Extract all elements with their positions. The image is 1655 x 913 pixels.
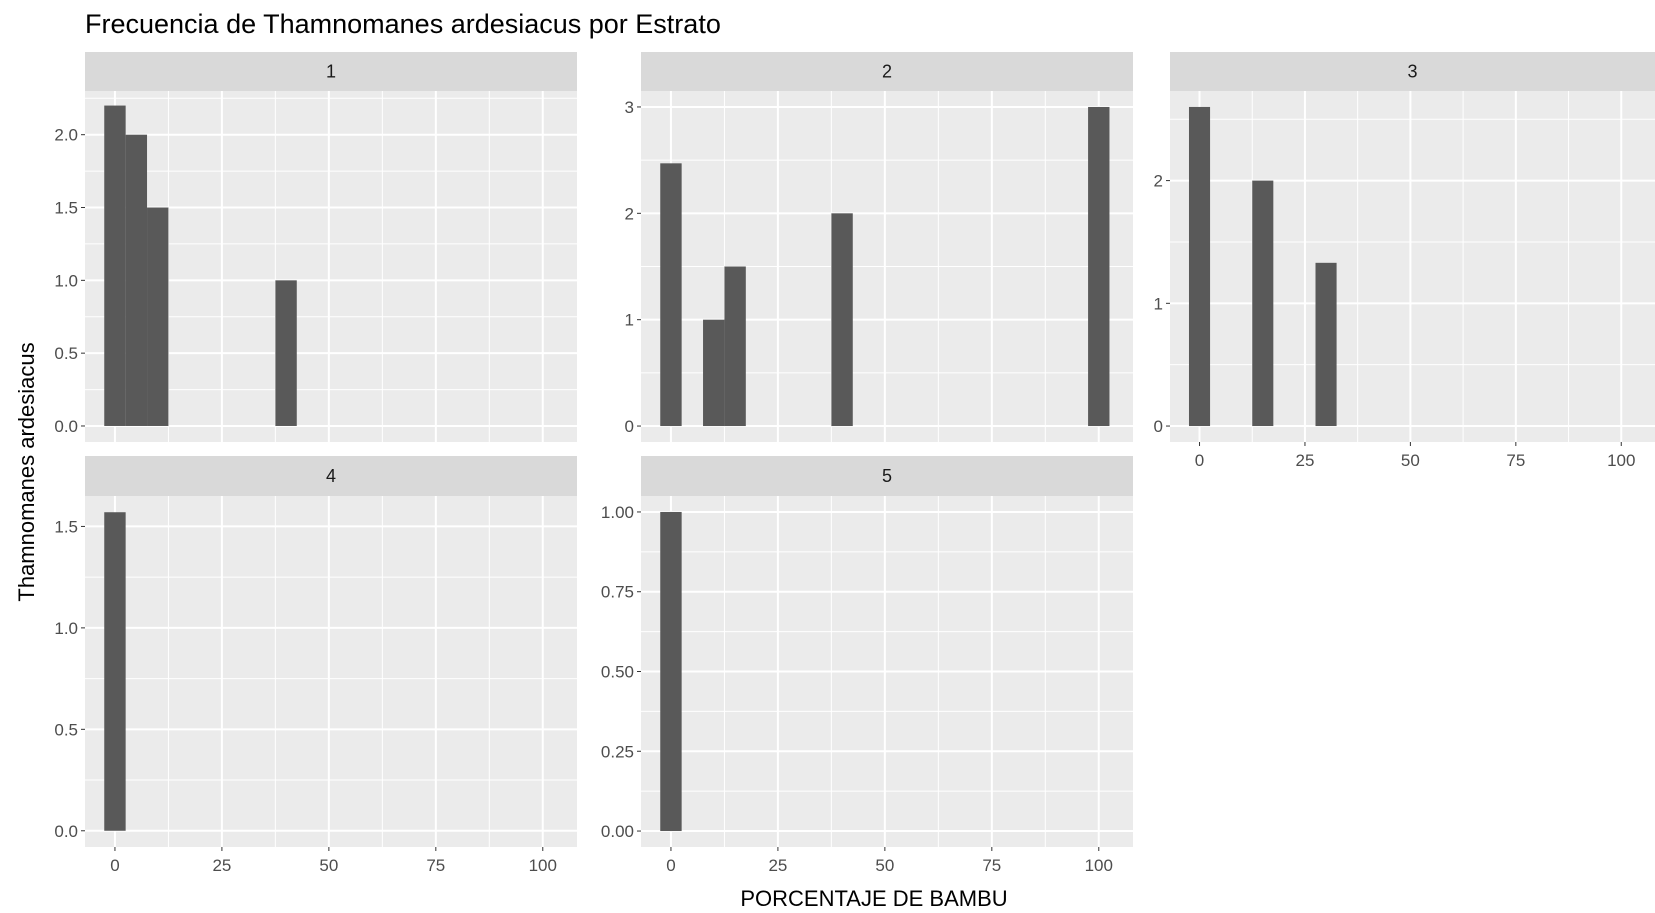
y-tick-label: 1.0 bbox=[54, 271, 78, 290]
bar-x0 bbox=[104, 105, 126, 426]
x-tick-label: 0 bbox=[110, 856, 119, 875]
panel-background bbox=[85, 496, 577, 847]
y-tick-label: 0.0 bbox=[54, 417, 78, 436]
bar-x15 bbox=[724, 266, 746, 427]
y-tick-label: 0.25 bbox=[601, 742, 634, 761]
bar-x0 bbox=[660, 511, 682, 832]
facet-panel-5: 5 0.00 0.25 0.50 0.75 1.00 0 25 50 75 100 bbox=[601, 456, 1133, 875]
bar-x0 bbox=[660, 163, 682, 427]
facet-strip-label: 4 bbox=[326, 466, 336, 486]
bar-x0 bbox=[1188, 106, 1211, 427]
x-axis-title: PORCENTAJE DE BAMBU bbox=[740, 886, 1007, 911]
y-tick-label: 2 bbox=[1154, 172, 1163, 191]
facet-strip bbox=[1170, 52, 1655, 91]
facet-panel-1: 1 0.0 0.5 1.0 1.5 2.0 bbox=[54, 52, 577, 442]
facet-panel-2: 2 0 1 2 3 bbox=[625, 52, 1133, 442]
y-tick-label: 3 bbox=[625, 98, 634, 117]
bar-x40 bbox=[831, 213, 853, 427]
facet-strip bbox=[641, 52, 1133, 91]
x-tick-label: 25 bbox=[768, 856, 787, 875]
x-tick-label: 50 bbox=[319, 856, 338, 875]
facet-strip bbox=[641, 456, 1133, 496]
y-tick-label: 1.0 bbox=[54, 619, 78, 638]
y-tick-label: 1 bbox=[625, 311, 634, 330]
y-tick-label: 2 bbox=[625, 204, 634, 223]
x-tick-label: 100 bbox=[1085, 856, 1113, 875]
bar-x10 bbox=[703, 319, 725, 427]
facet-strip-label: 3 bbox=[1407, 62, 1417, 82]
y-tick-label: 2.0 bbox=[54, 126, 78, 145]
y-tick-label: 0.0 bbox=[54, 822, 78, 841]
y-tick-label: 0.5 bbox=[54, 344, 78, 363]
y-tick-label: 0.50 bbox=[601, 663, 634, 682]
chart-title: Frecuencia de Thamnomanes ardesiacus por… bbox=[85, 9, 721, 39]
facet-strip bbox=[85, 52, 577, 91]
facet-strip-label: 2 bbox=[882, 62, 892, 82]
facet-strip-label: 1 bbox=[326, 62, 336, 82]
x-tick-label: 0 bbox=[666, 856, 675, 875]
y-tick-label: 0.75 bbox=[601, 583, 634, 602]
x-tick-label: 100 bbox=[1607, 451, 1635, 470]
x-tick-label: 50 bbox=[1401, 451, 1420, 470]
y-tick-label: 1.5 bbox=[54, 199, 78, 218]
facet-panel-3: 3 0 1 2 0 25 50 75 100 bbox=[1154, 52, 1655, 470]
y-tick-label: 0 bbox=[625, 417, 634, 436]
x-tick-label: 75 bbox=[982, 856, 1001, 875]
bar-x10 bbox=[147, 207, 169, 426]
x-tick-label: 25 bbox=[1295, 451, 1314, 470]
bar-x40 bbox=[275, 280, 297, 426]
bar-x100 bbox=[1088, 106, 1110, 427]
bar-x0 bbox=[104, 512, 126, 831]
x-tick-label: 50 bbox=[875, 856, 894, 875]
y-tick-label: 1.5 bbox=[54, 517, 78, 536]
y-tick-label: 0.00 bbox=[601, 822, 634, 841]
facet-panel-4: 4 0.0 0.5 1.0 1.5 0 25 50 75 100 bbox=[54, 456, 577, 875]
x-tick-label: 0 bbox=[1195, 451, 1204, 470]
x-tick-label: 75 bbox=[1506, 451, 1525, 470]
y-tick-label: 1 bbox=[1154, 294, 1163, 313]
bar-x30 bbox=[1315, 262, 1337, 427]
facet-strip bbox=[85, 456, 577, 496]
y-tick-label: 0.5 bbox=[54, 720, 78, 739]
bar-x15 bbox=[1252, 180, 1274, 427]
y-tick-label: 1.00 bbox=[601, 503, 634, 522]
x-tick-label: 100 bbox=[529, 856, 557, 875]
y-axis-title: Thamnomanes ardesiacus bbox=[14, 342, 39, 601]
panel-background bbox=[1170, 91, 1655, 442]
x-tick-label: 25 bbox=[212, 856, 231, 875]
y-tick-label: 0 bbox=[1154, 417, 1163, 436]
facet-strip-label: 5 bbox=[882, 466, 892, 486]
bar-x5 bbox=[125, 134, 148, 426]
x-tick-label: 75 bbox=[426, 856, 445, 875]
